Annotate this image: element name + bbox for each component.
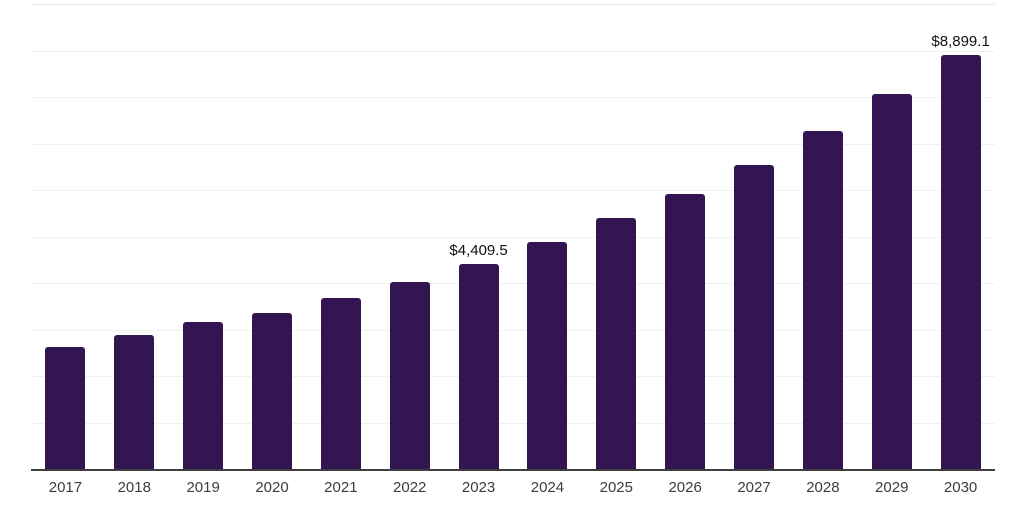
x-tick-label: 2024 xyxy=(530,479,565,496)
bar-value-label: $8,899.1 xyxy=(931,33,990,51)
x-tick-label: 2023 xyxy=(461,479,496,496)
bar-2018 xyxy=(114,335,155,469)
bar-2030 xyxy=(940,55,981,469)
bar-slot xyxy=(375,4,444,469)
x-tick-label: 2028 xyxy=(806,479,840,496)
x-tick-label: 2030 xyxy=(943,479,978,496)
bar-slot: $8,899.1 xyxy=(926,4,995,469)
bar-slot xyxy=(306,4,375,469)
bar-slot xyxy=(857,4,926,469)
bar-value-label: $4,409.5 xyxy=(449,241,508,259)
x-tick-label: 2022 xyxy=(393,479,427,496)
gridline xyxy=(31,97,995,98)
x-tick-label: 2021 xyxy=(324,479,358,496)
bar-2025 xyxy=(596,218,637,469)
bar-2024 xyxy=(527,242,568,469)
x-tick-label: 2019 xyxy=(186,479,220,496)
bar-slot xyxy=(31,4,100,469)
bar-2022 xyxy=(389,282,430,469)
plot-area: $4,409.5 $8,899.1 xyxy=(31,4,995,471)
bars-container: $4,409.5 $8,899.1 xyxy=(31,4,995,469)
bar-2019 xyxy=(183,322,224,469)
bar-slot xyxy=(720,4,789,469)
bar-2026 xyxy=(665,194,706,469)
bar-slot xyxy=(651,4,720,469)
bar-slot xyxy=(513,4,582,469)
x-tick-label: 2017 xyxy=(48,479,83,496)
bar-2028 xyxy=(802,130,843,469)
x-tick-label: 2025 xyxy=(599,479,633,496)
bar-slot xyxy=(238,4,307,469)
gridline xyxy=(31,236,995,238)
x-tick-label: 2018 xyxy=(117,479,151,496)
gridline xyxy=(31,143,995,145)
gridline xyxy=(31,329,995,331)
bar-2021 xyxy=(320,298,361,469)
bar-2017 xyxy=(45,347,86,469)
bar-slot xyxy=(169,4,238,469)
bar-slot xyxy=(582,4,651,469)
x-tick-label: 2026 xyxy=(668,479,702,496)
bar-slot: $4,409.5 xyxy=(444,4,513,469)
gridline xyxy=(31,4,995,5)
bar-slot xyxy=(100,4,169,469)
gridline xyxy=(31,376,995,377)
gridline xyxy=(31,283,995,284)
x-tick-label: 2027 xyxy=(737,479,771,496)
gridline xyxy=(31,422,995,424)
bar-2020 xyxy=(252,313,292,469)
x-axis: 2017 2018 2019 2020 2021 2022 2023 2024 2025 2026… xyxy=(31,477,995,498)
bar-2029 xyxy=(871,94,912,469)
x-tick-label: 2029 xyxy=(875,479,909,496)
bar-2023 xyxy=(458,263,499,469)
bar-2027 xyxy=(734,164,775,469)
bar-slot xyxy=(788,4,857,469)
x-tick-label: 2020 xyxy=(255,479,289,496)
gridline xyxy=(31,190,995,191)
gridline xyxy=(31,50,995,52)
